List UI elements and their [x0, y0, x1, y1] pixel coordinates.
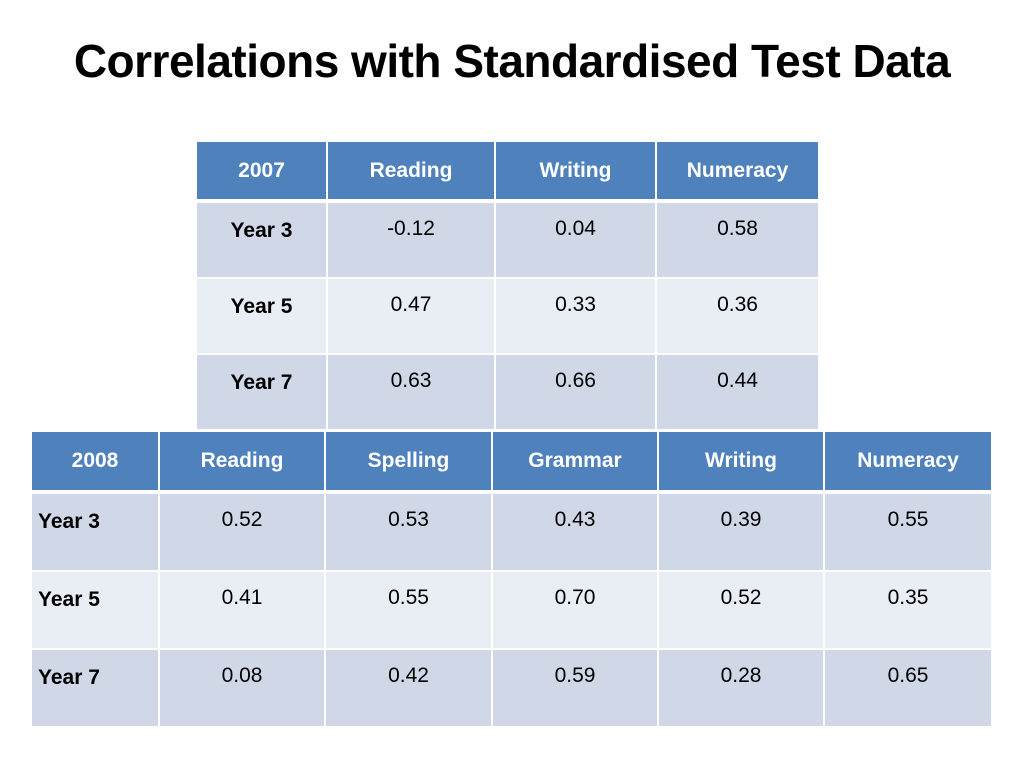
table-row: Year 7 0.63 0.66 0.44: [197, 353, 818, 429]
row-label: Year 5: [32, 570, 160, 650]
row-label: Year 7: [32, 648, 160, 726]
row-label: Year 3: [197, 200, 328, 279]
table-cell: 0.35: [823, 570, 991, 650]
table-header-row: 2008 Reading Spelling Grammar Writing Nu…: [32, 432, 991, 494]
table-row: Year 5 0.47 0.33 0.36: [197, 277, 818, 355]
table-cell: 0.59: [491, 648, 659, 726]
table-cell: 0.55: [324, 570, 493, 650]
column-header-numeracy: Numeracy: [823, 432, 991, 494]
row-label: Year 7: [197, 353, 328, 429]
table-cell: 0.47: [326, 277, 496, 355]
column-header-writing: Writing: [657, 432, 825, 494]
correlation-table-2008: 2008 Reading Spelling Grammar Writing Nu…: [32, 432, 991, 726]
row-label: Year 5: [197, 277, 328, 355]
correlation-table-2007: 2007 Reading Writing Numeracy Year 3 -0.…: [197, 142, 818, 429]
table-cell: 0.55: [823, 491, 991, 572]
table-row: Year 5 0.41 0.55 0.70 0.52 0.35: [32, 570, 991, 650]
column-header-reading: Reading: [326, 142, 496, 203]
table-cell: 0.44: [655, 353, 818, 429]
table-cell: 0.41: [158, 570, 326, 650]
table-corner-year: 2007: [197, 142, 328, 203]
table-cell: 0.33: [494, 277, 657, 355]
table-cell: 0.66: [494, 353, 657, 429]
table-cell: 0.65: [823, 648, 991, 726]
table-cell: 0.52: [158, 491, 326, 572]
table-cell: -0.12: [326, 200, 496, 279]
slide-title: Correlations with Standardised Test Data: [73, 35, 951, 87]
table-cell: 0.58: [655, 200, 818, 279]
table-cell: 0.43: [491, 491, 659, 572]
column-header-spelling: Spelling: [324, 432, 493, 494]
column-header-grammar: Grammar: [491, 432, 659, 494]
table-corner-year: 2008: [32, 432, 160, 494]
table-cell: 0.39: [657, 491, 825, 572]
table-cell: 0.53: [324, 491, 493, 572]
table-cell: 0.70: [491, 570, 659, 650]
table-cell: 0.28: [657, 648, 825, 726]
table-header-row: 2007 Reading Writing Numeracy: [197, 142, 818, 203]
table-row: Year 7 0.08 0.42 0.59 0.28 0.65: [32, 648, 991, 726]
column-header-writing: Writing: [494, 142, 657, 203]
table-cell: 0.36: [655, 277, 818, 355]
table-row: Year 3 0.52 0.53 0.43 0.39 0.55: [32, 491, 991, 572]
row-label: Year 3: [32, 491, 160, 572]
table-cell: 0.42: [324, 648, 493, 726]
column-header-numeracy: Numeracy: [655, 142, 818, 203]
table-cell: 0.04: [494, 200, 657, 279]
table-cell: 0.08: [158, 648, 326, 726]
table-row: Year 3 -0.12 0.04 0.58: [197, 200, 818, 279]
table-cell: 0.52: [657, 570, 825, 650]
column-header-reading: Reading: [158, 432, 326, 494]
table-cell: 0.63: [326, 353, 496, 429]
